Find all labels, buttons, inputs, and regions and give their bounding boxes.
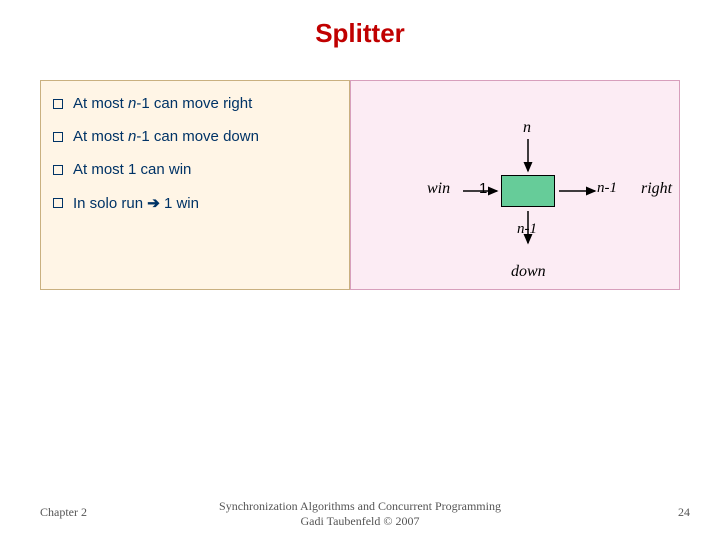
splitter-diagram: n 1 n-1 right n-1 down win	[351, 81, 679, 289]
list-item: At most 1 can win	[53, 161, 337, 178]
bullet-icon	[53, 132, 63, 142]
bullet-text: In solo run ➔ 1 win	[73, 194, 199, 212]
bullet-icon	[53, 165, 63, 175]
t: At most	[73, 95, 128, 112]
label-n1-down: n-1	[517, 221, 537, 238]
bullet-icon	[53, 99, 63, 109]
list-item: At most n-1 can move right	[53, 95, 337, 112]
arrow-right-icon	[559, 181, 599, 201]
t: Synchronization Algorithms and Concurren…	[219, 499, 501, 513]
label-n1-right: n-1	[597, 180, 617, 197]
label-n: n	[523, 119, 531, 137]
label-win: win	[427, 180, 450, 198]
diagram-panel: n 1 n-1 right n-1 down win	[350, 80, 680, 290]
t: 1 win	[160, 195, 199, 212]
page-number: 24	[678, 505, 690, 520]
footer-text: Synchronization Algorithms and Concurren…	[0, 499, 720, 528]
list-item: At most n-1 can move down	[53, 128, 337, 145]
bullet-text: At most n-1 can move down	[73, 128, 259, 145]
arrow-icon: ➔	[147, 194, 160, 212]
bullet-panel: At most n-1 can move right At most n-1 c…	[40, 80, 350, 290]
t: In solo run	[73, 195, 147, 212]
label-right: right	[641, 180, 672, 198]
t: At most	[73, 128, 128, 145]
list-item: In solo run ➔ 1 win	[53, 194, 337, 212]
label-one: 1	[479, 180, 487, 197]
label-down: down	[511, 263, 546, 281]
page-title: Splitter	[0, 18, 720, 49]
bullet-text: At most n-1 can move right	[73, 95, 252, 112]
t: -1 can move right	[136, 95, 252, 112]
splitter-box	[501, 175, 555, 207]
bullet-icon	[53, 198, 63, 208]
bullet-text: At most 1 can win	[73, 161, 191, 178]
arrow-top-icon	[518, 139, 538, 175]
t: Gadi Taubenfeld © 2007	[300, 514, 419, 528]
t: -1 can move down	[136, 128, 259, 145]
